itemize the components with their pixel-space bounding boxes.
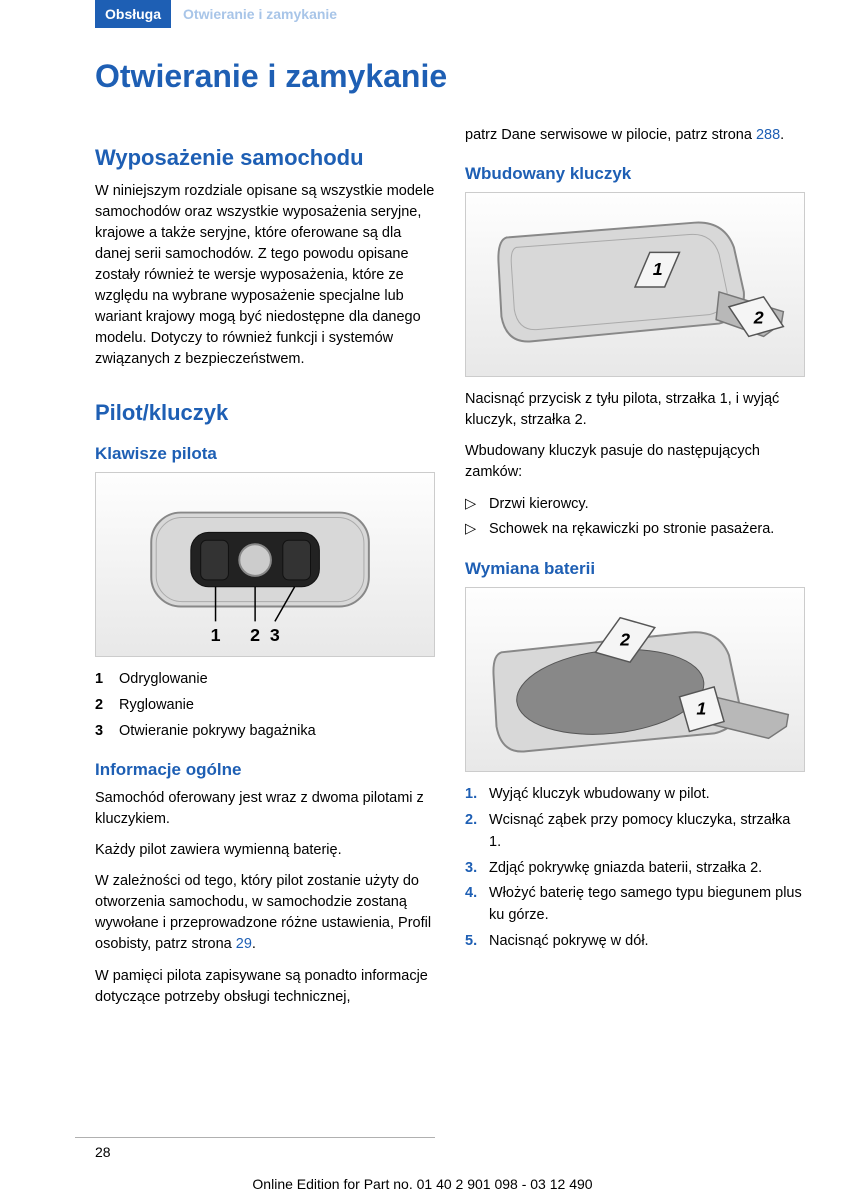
header-spacer: [0, 0, 95, 28]
list-item: 2.Wcisnąć ząbek przy pomocy kluczyka, st…: [465, 810, 805, 854]
svg-text:3: 3: [270, 625, 280, 645]
svg-text:2: 2: [753, 308, 764, 328]
subheading-battery-replacement: Wymiana baterii: [465, 559, 805, 579]
subheading-general-info: Informacje ogólne: [95, 760, 435, 780]
page-number-divider: [75, 1137, 435, 1138]
general-info-p2: Każdy pilot zawiera wymienną baterię.: [95, 840, 435, 861]
battery-steps-list: 1.Wyjąć kluczyk wbudowany w pilot. 2.Wci…: [465, 784, 805, 952]
list-item: ▷Schowek na rękawiczki po stronie pasaże…: [465, 518, 805, 541]
list-item: 3.Zdjąć pokrywkę gniazda baterii, strzał…: [465, 858, 805, 880]
figure-integrated-key: 1 2: [465, 192, 805, 377]
list-item: 3Otwieranie pokrywy bagażnika: [95, 721, 435, 743]
bullet-marker: ▷: [465, 493, 489, 516]
lock-bullet-list: ▷Drzwi kierowcy. ▷Schowek na rękawiczki …: [465, 493, 805, 541]
footer-text: Online Edition for Part no. 01 40 2 901 …: [0, 1176, 845, 1192]
header-tab-inactive: Otwieranie i zamykanie: [171, 0, 349, 28]
integrated-key-p1: Nacisnąć przycisk z tyłu pilota, strzałk…: [465, 389, 805, 431]
list-item: 5.Nacisnąć pokrywę w dół.: [465, 931, 805, 953]
list-item: 4.Włożyć baterię tego samego typu biegun…: [465, 883, 805, 927]
svg-text:1: 1: [696, 699, 706, 719]
figure-remote-buttons: 1 2 3: [95, 472, 435, 657]
page-link-288[interactable]: 288: [756, 127, 780, 143]
general-info-p5: patrz Dane serwisowe w pilocie, patrz st…: [465, 125, 805, 146]
svg-text:1: 1: [653, 259, 663, 279]
page-number: 28: [95, 1144, 111, 1160]
integrated-key-p2: Wbudowany kluczyk pasuje do następującyc…: [465, 441, 805, 483]
remote-button-list: 1Odryglowanie 2Ryglowanie 3Otwieranie po…: [95, 669, 435, 742]
list-item: ▷Drzwi kierowcy.: [465, 493, 805, 516]
header-tab-active: Obsługa: [95, 0, 171, 28]
list-item: 1.Wyjąć kluczyk wbudowany w pilot.: [465, 784, 805, 806]
svg-text:1: 1: [211, 625, 221, 645]
svg-text:2: 2: [619, 630, 630, 650]
list-item: 2Ryglowanie: [95, 695, 435, 717]
svg-text:2: 2: [250, 625, 260, 645]
bullet-marker: ▷: [465, 518, 489, 541]
subheading-integrated-key: Wbudowany kluczyk: [465, 164, 805, 184]
subheading-remote-buttons: Klawisze pilota: [95, 444, 435, 464]
section-heading-remote: Pilot/kluczyk: [95, 400, 435, 426]
general-info-p3: W zależności od tego, który pilot zostan…: [95, 871, 435, 955]
general-info-p1: Samochód oferowany jest wraz z dwoma pil…: [95, 788, 435, 830]
figure-battery-replacement: 1 2: [465, 587, 805, 772]
page-link-29[interactable]: 29: [236, 936, 252, 952]
page-title: Otwieranie i zamykanie: [95, 58, 805, 95]
content-area: Otwieranie i zamykanie Wyposażenie samoc…: [0, 28, 845, 1108]
general-info-p4: W pamięci pilota zapisywane są ponadto i…: [95, 966, 435, 1008]
header-bar: Obsługa Otwieranie i zamykanie: [0, 0, 845, 28]
section-heading-equipment: Wyposażenie samochodu: [95, 145, 435, 171]
list-item: 1Odryglowanie: [95, 669, 435, 691]
equipment-body: W niniejszym rozdziale opisane są wszyst…: [95, 181, 435, 370]
